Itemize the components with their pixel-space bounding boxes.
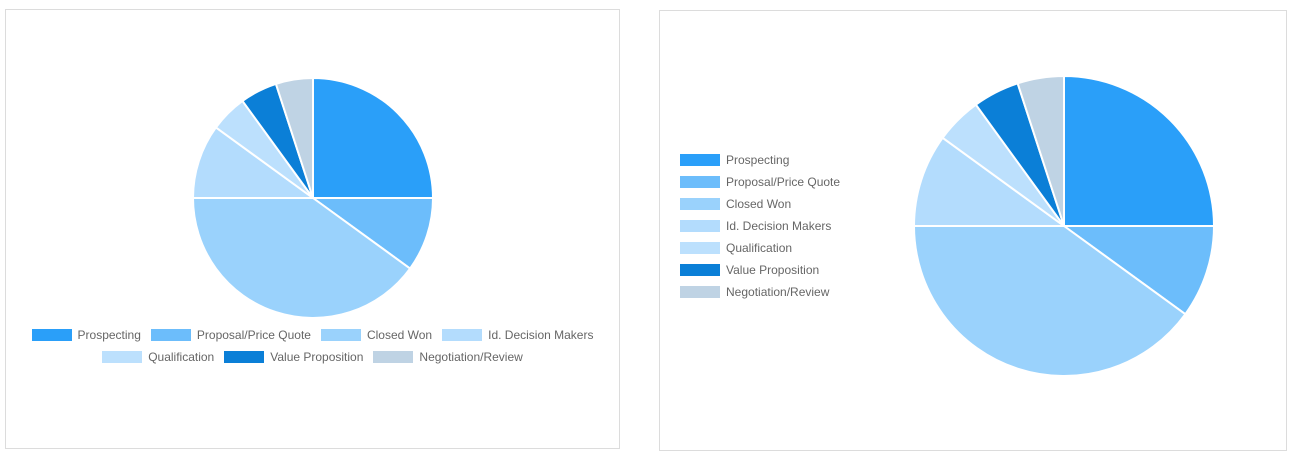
legend-item-proposal-price-quote[interactable]: Proposal/Price Quote	[680, 175, 840, 189]
legend-label: Proposal/Price Quote	[196, 328, 311, 342]
legend-item-prospecting[interactable]: Prospecting	[31, 328, 141, 342]
legend-swatch	[680, 264, 720, 276]
legend-item-negotiation-review[interactable]: Negotiation/Review	[680, 285, 840, 299]
legend-swatch	[680, 220, 720, 232]
pie-slice-closed-won[interactable]	[912, 225, 1187, 377]
legend-swatch	[150, 329, 191, 341]
legend-item-id-decision-makers[interactable]: Id. Decision Makers	[442, 328, 593, 342]
legend-label: Value Proposition	[726, 263, 820, 277]
legend-swatch	[680, 154, 720, 166]
pie-slice-prospecting[interactable]	[312, 76, 435, 199]
pie-slice-closed-won[interactable]	[191, 197, 412, 319]
legend-item-closed-won[interactable]: Closed Won	[680, 197, 840, 211]
legend-label: Qualification	[148, 350, 215, 364]
pie-slice-proposal-price-quote[interactable]	[309, 197, 435, 270]
legend-item-id-decision-makers[interactable]: Id. Decision Makers	[680, 219, 840, 233]
legend-swatch	[320, 329, 361, 341]
legend-item-qualification[interactable]: Qualification	[680, 241, 840, 255]
legend-label: Proposal/Price Quote	[726, 175, 841, 189]
pie-slice-negotiation-review[interactable]	[274, 76, 314, 199]
legend-label: Value Proposition	[270, 350, 364, 364]
pie-slice-negotiation-review[interactable]	[1016, 74, 1065, 227]
legend-label: Closed Won	[366, 328, 433, 342]
legend-swatch	[31, 329, 72, 341]
legend-swatch	[680, 242, 720, 254]
legend-swatch	[680, 286, 720, 298]
legend-swatch	[224, 351, 265, 363]
legend-label: Qualification	[726, 241, 793, 255]
pie-slice-id-decision-makers[interactable]	[912, 136, 1068, 227]
legend-swatch	[102, 351, 143, 363]
pie-slice-prospecting[interactable]	[1063, 74, 1216, 227]
pie-chart-right	[912, 74, 1216, 377]
legend-item-value-proposition[interactable]: Value Proposition	[680, 263, 840, 277]
legend-swatch	[680, 176, 720, 188]
legend-label: Closed Won	[726, 197, 792, 211]
legend-label: Negotiation/Review	[726, 285, 830, 299]
legend-label: Id. Decision Makers	[726, 219, 832, 233]
legend-item-proposal-price-quote[interactable]: Proposal/Price Quote	[150, 328, 311, 342]
legend-right: Prospecting Proposal/Price Quote Closed …	[680, 153, 840, 307]
legend-label: Prospecting	[726, 153, 790, 167]
legend-item-negotiation-review[interactable]: Negotiation/Review	[373, 350, 523, 364]
legend-left-row-2: Qualification Value Proposition Negotiat…	[6, 350, 619, 364]
legend-item-closed-won[interactable]: Closed Won	[320, 328, 433, 342]
legend-swatch	[442, 329, 483, 341]
chart-panel-right: Prospecting Proposal/Price Quote Closed …	[659, 10, 1287, 451]
legend-left-row-1: Prospecting Proposal/Price Quote Closed …	[6, 328, 619, 342]
legend-label: Negotiation/Review	[419, 350, 523, 364]
legend-swatch	[680, 198, 720, 210]
legend-label: Id. Decision Makers	[488, 328, 594, 342]
pie-slice-id-decision-makers[interactable]	[191, 126, 317, 199]
legend-label: Prospecting	[77, 328, 141, 342]
chart-panel-left: Prospecting Proposal/Price Quote Closed …	[5, 9, 620, 449]
legend-swatch	[373, 351, 414, 363]
legend-item-prospecting[interactable]: Prospecting	[680, 153, 840, 167]
legend-item-qualification[interactable]: Qualification	[102, 350, 214, 364]
legend-item-value-proposition[interactable]: Value Proposition	[224, 350, 363, 364]
pie-slice-proposal-price-quote[interactable]	[1060, 225, 1216, 316]
pie-chart-left	[191, 76, 435, 319]
